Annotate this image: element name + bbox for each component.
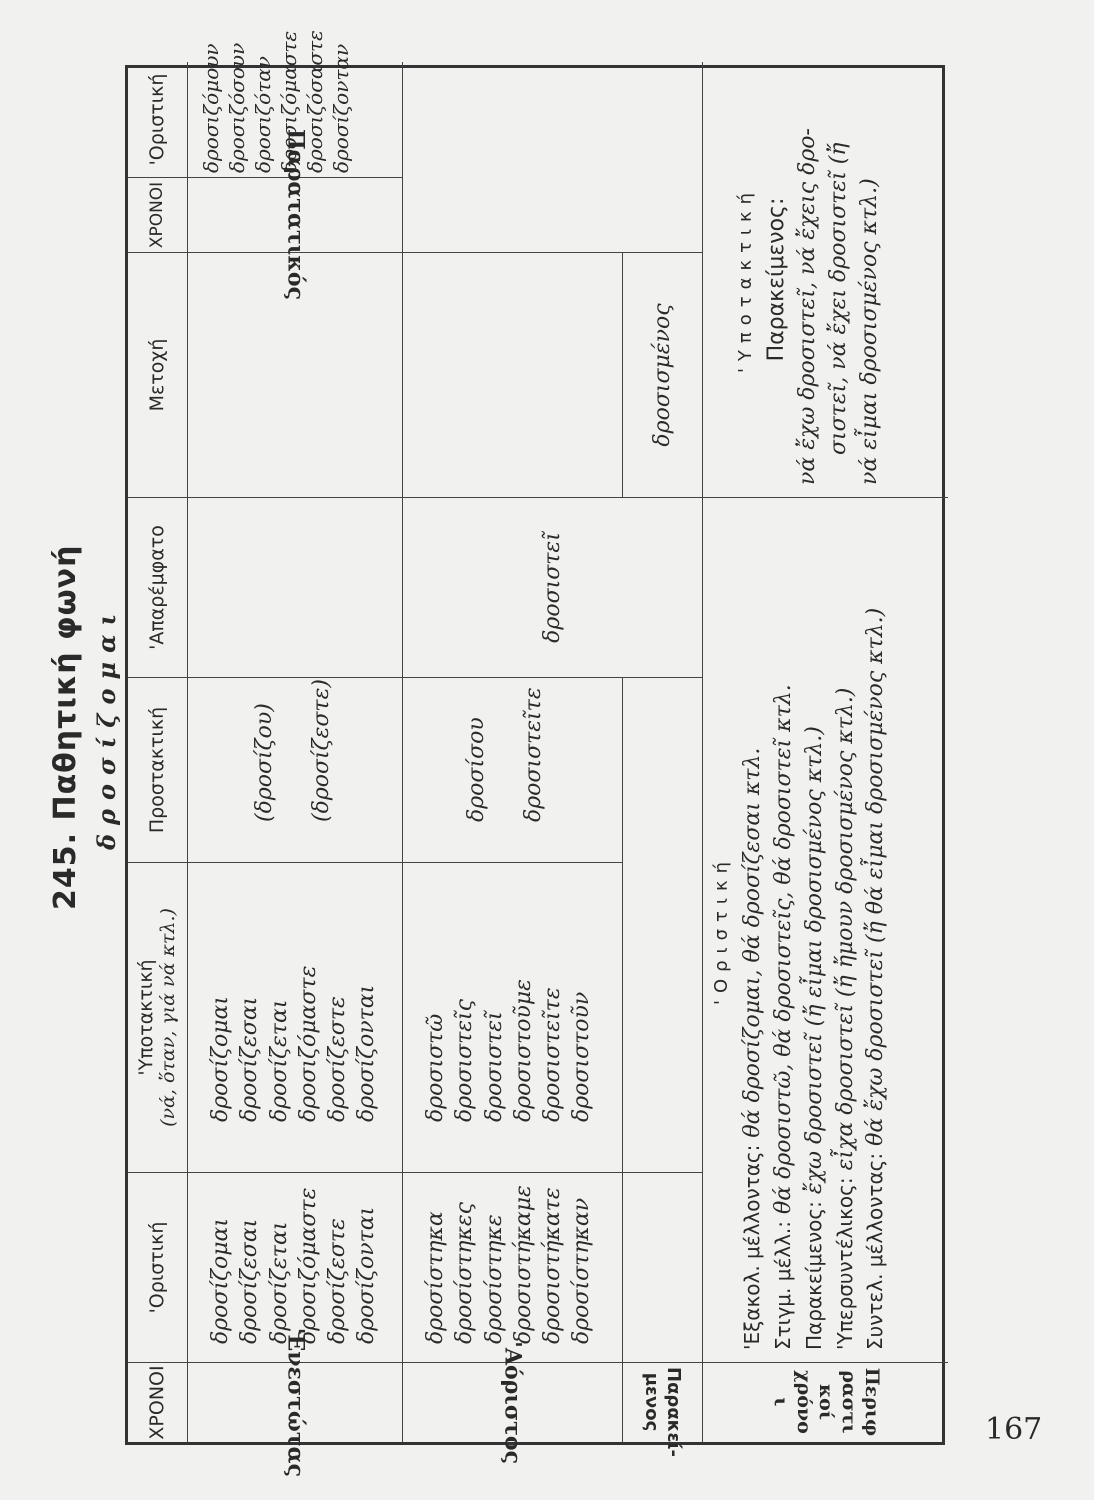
periphrastic-indicative: 'Οριστική 'Εξακολ. μέλλοντας: θά δροσίζο…	[703, 497, 948, 1362]
periphrastic-indicative-label: 'Οριστική	[711, 855, 732, 1005]
form: νά εἶμαι δροσισμένος κτλ.)	[856, 178, 882, 485]
aorist-subjunctive: δροσιστῶ δροσιστεῖς δροσιστεῖ δροσιστοῦμε δρ…	[403, 862, 623, 1172]
form: δροσίζομαι	[208, 995, 233, 1122]
form: δροσιζόσαστε	[303, 30, 327, 173]
form: δροσιστεῖ	[481, 1011, 507, 1122]
form: θά δροσιστῶ, θά δροσιστεῖς, θά δροσιστεῖ…	[770, 684, 796, 1214]
aorist-indicative: δροσίστηκα δροσίστηκες δροσίστηκε δροσιστήκ…	[403, 1172, 623, 1362]
form: δροσιζόμαστε	[277, 30, 301, 173]
form: (δροσίζου)	[252, 703, 277, 822]
form: δροσίσου	[464, 717, 489, 822]
present-indicative: δροσίζομαι δροσίζεσαι δροσίζεται δροσιζόμασ…	[188, 1172, 403, 1362]
tense-label: Παρακεί-μενος	[641, 1367, 685, 1458]
periphrastic-line: Παρακείμενος: ἔχω δροσιστεῖ (ἤ εἶμαι δρο…	[800, 510, 831, 1350]
header-subjunctive: 'Υποτακτική (νά, ὅταν, γιά νά κτλ.)	[128, 862, 188, 1172]
form: δροσιζόμαστε	[295, 1187, 321, 1344]
present-imperative: (δροσίζου) (δροσίζεστε)	[188, 677, 403, 862]
header-tenses-2: ΧΡΟΝΟΙ	[128, 177, 188, 252]
periphrastic-line: 'Υπερσυντέλικος: εἶχα δροσιστεῖ (ἤ ἤμουν…	[831, 510, 862, 1350]
tense-periphrastic: Περιφραστικοί χρόνοι	[703, 1362, 948, 1442]
form: δροσίζονταν	[329, 43, 353, 173]
form: δροσιστεῖτε	[540, 987, 565, 1122]
form: δροσίστηκες	[452, 1202, 478, 1344]
periphrastic-line: Συντελ. μέλλοντας: θά ἔχω δροσιστεῖ (ἤ θ…	[861, 510, 892, 1350]
tense-name: 'Υπερσυντέλικος:	[832, 1177, 857, 1350]
form: δροσίζεται	[266, 1221, 292, 1344]
periphrastic-subjunctive: 'Υποτακτική Παρακείμενος: νά ἔχω δροσιστ…	[703, 62, 948, 497]
tense-present: 'Ενεστώτας	[188, 1328, 403, 1477]
header-subjunctive-label: 'Υποτακτική	[134, 959, 157, 1076]
form: δροσίζονται	[354, 984, 380, 1122]
form: δροσίζονται	[354, 1206, 380, 1344]
form: δροσιζόμουν	[199, 43, 223, 173]
tense-name: Παρακείμενος:	[801, 1201, 826, 1350]
tense-name: Στιγμ. μέλλ.:	[770, 1220, 795, 1350]
tense-perfect: Παρακεί-μενος	[623, 1362, 703, 1458]
form: δροσιστήκατε	[540, 1187, 565, 1344]
imperfect-indicative: δροσιζόμουν δροσιζόσουν δροσιζόταν δροσιζόμ…	[188, 30, 403, 177]
form: νά ἔχω δροσιστεῖ, νά ἔχεις δρο-	[794, 128, 820, 485]
form: δροσίζεσαι	[237, 1218, 263, 1344]
tense-name: Συντελ. μέλλοντας:	[863, 1152, 888, 1350]
header-indicative: 'Οριστική	[128, 1172, 188, 1362]
form: δροσιστεῖς	[452, 998, 478, 1122]
perfect-participle: δροσισμένος	[623, 252, 703, 497]
header-imperative: Προστακτική	[128, 677, 188, 862]
periphrastic-line: 'Εξακολ. μέλλοντας: θά δροσίζομαι, θά δρ…	[738, 510, 769, 1350]
periphrastic-line: Στιγμ. μέλλ.: θά δροσιστῶ, θά δροσιστεῖς…	[769, 510, 800, 1350]
tense-name: Παρακείμενος:	[764, 197, 790, 362]
form: δροσιστῶ	[423, 1013, 448, 1122]
form: εἶχα δροσιστεῖ (ἤ ἤμουν δροσισμένος κτλ.…	[832, 687, 858, 1171]
tense-aorist: 'Αόριστος	[403, 1341, 623, 1464]
perfect-indicative-empty	[623, 1172, 703, 1362]
form: δροσίζεστε	[325, 1218, 350, 1344]
form: δροσιστοῦμε	[510, 979, 536, 1122]
form: δροσιζόσουν	[225, 42, 249, 173]
perfect-subjunctive-empty	[623, 677, 703, 1172]
present-subjunctive: δροσίζομαι δροσίζεσαι δροσίζεται δροσιζόμασ…	[188, 862, 403, 1172]
header-infinitive: 'Απαρέμφατο	[128, 497, 188, 677]
tense-imperfect: Παρατατικός	[188, 129, 403, 301]
form: δροσίζεσαι	[237, 996, 263, 1122]
form: δροσίστηκε	[481, 1214, 507, 1344]
present-infinitive-empty	[188, 497, 403, 677]
header-participle: Μετοχή	[128, 252, 188, 497]
form: δροσιζόταν	[251, 56, 275, 173]
imperfect-empty	[403, 62, 703, 252]
form: δροσιζόμαστε	[295, 965, 321, 1122]
header-tenses: ΧΡΟΝΟΙ	[128, 1362, 188, 1442]
form: δροσίζεται	[266, 999, 292, 1122]
form: (δροσίζεστε)	[309, 679, 335, 822]
verb-title: δροσίζομαι	[92, 604, 121, 850]
conjugation-table: ΧΡΟΝΟΙ 'Οριστική 'Υποτακτική (νά, ὅταν, …	[125, 30, 948, 1477]
form: δροσίζεστε	[325, 996, 350, 1122]
aorist-imperative: δροσίσου δροσιστεῖτε	[403, 677, 623, 862]
form: θά ἔχω δροσιστεῖ (ἤ θά εἶμαι δροσισμένος…	[863, 607, 889, 1146]
aorist-participle-empty	[403, 252, 623, 497]
tense-label: Περιφραστικοί χρόνοι	[769, 1368, 883, 1437]
form: δροσίζομαι	[208, 1217, 233, 1344]
form: δροσίστηκαν	[569, 1197, 595, 1344]
form: ἔχω δροσιστεῖ (ἤ εἶμαι δροσισμένος κτλ.)	[801, 726, 827, 1195]
periphrastic-subjunctive-label: 'Υποτακτική	[735, 185, 756, 374]
form: θά δροσίζομαι, θά δροσίζεσαι κτλ.	[740, 747, 766, 1138]
header-indicative-2: 'Οριστική	[128, 62, 188, 177]
form: σιστεῖ, νά ἔχει δροσιστεῖ (ἤ	[825, 142, 851, 455]
page-number: 167	[985, 1412, 1043, 1447]
form: δροσιστοῦν	[569, 991, 595, 1122]
form: δροσίστηκα	[423, 1211, 448, 1344]
form: δροσιστήκαμε	[510, 1185, 536, 1344]
aorist-infinitive: δροσιστεῖ	[403, 497, 703, 677]
form: δροσιστεῖτε	[521, 687, 547, 822]
tense-name: 'Εξακολ. μέλλοντας:	[740, 1144, 765, 1350]
section-title: 245. Παθητική φωνή	[48, 544, 83, 910]
header-subjunctive-note: (νά, ὅταν, γιά νά κτλ.)	[156, 908, 179, 1127]
